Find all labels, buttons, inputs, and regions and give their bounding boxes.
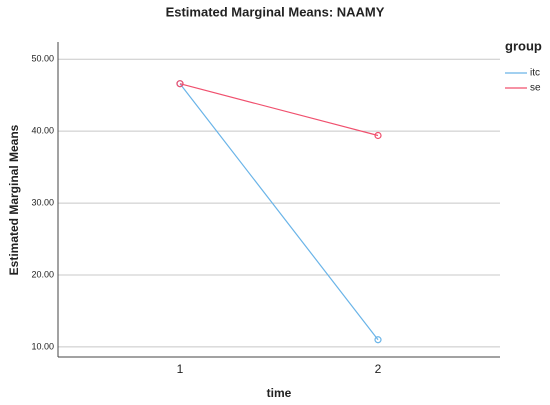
y-tick-label: 30.00: [31, 197, 54, 207]
point-marker: [374, 336, 382, 344]
y-tick-label: 50.00: [31, 54, 54, 64]
x-tick-label: 2: [375, 362, 382, 376]
y-axis-title: Estimated Marginal Means: [7, 124, 21, 275]
y-tick-label: 10.00: [31, 341, 54, 351]
series-line: [179, 83, 379, 137]
point-marker: [374, 131, 382, 140]
series-line: [179, 83, 379, 341]
legend-label: se: [530, 83, 541, 94]
legend-title: group: [505, 38, 542, 53]
y-tick-label: 40.00: [31, 126, 54, 136]
x-tick-label: 1: [177, 362, 184, 376]
chart-title: Estimated Marginal Means: NAAMY: [166, 4, 385, 19]
point-marker: [176, 80, 184, 88]
x-axis-title: time: [267, 386, 292, 400]
legend-label: itc: [530, 68, 540, 79]
y-tick-label: 20.00: [31, 269, 54, 279]
